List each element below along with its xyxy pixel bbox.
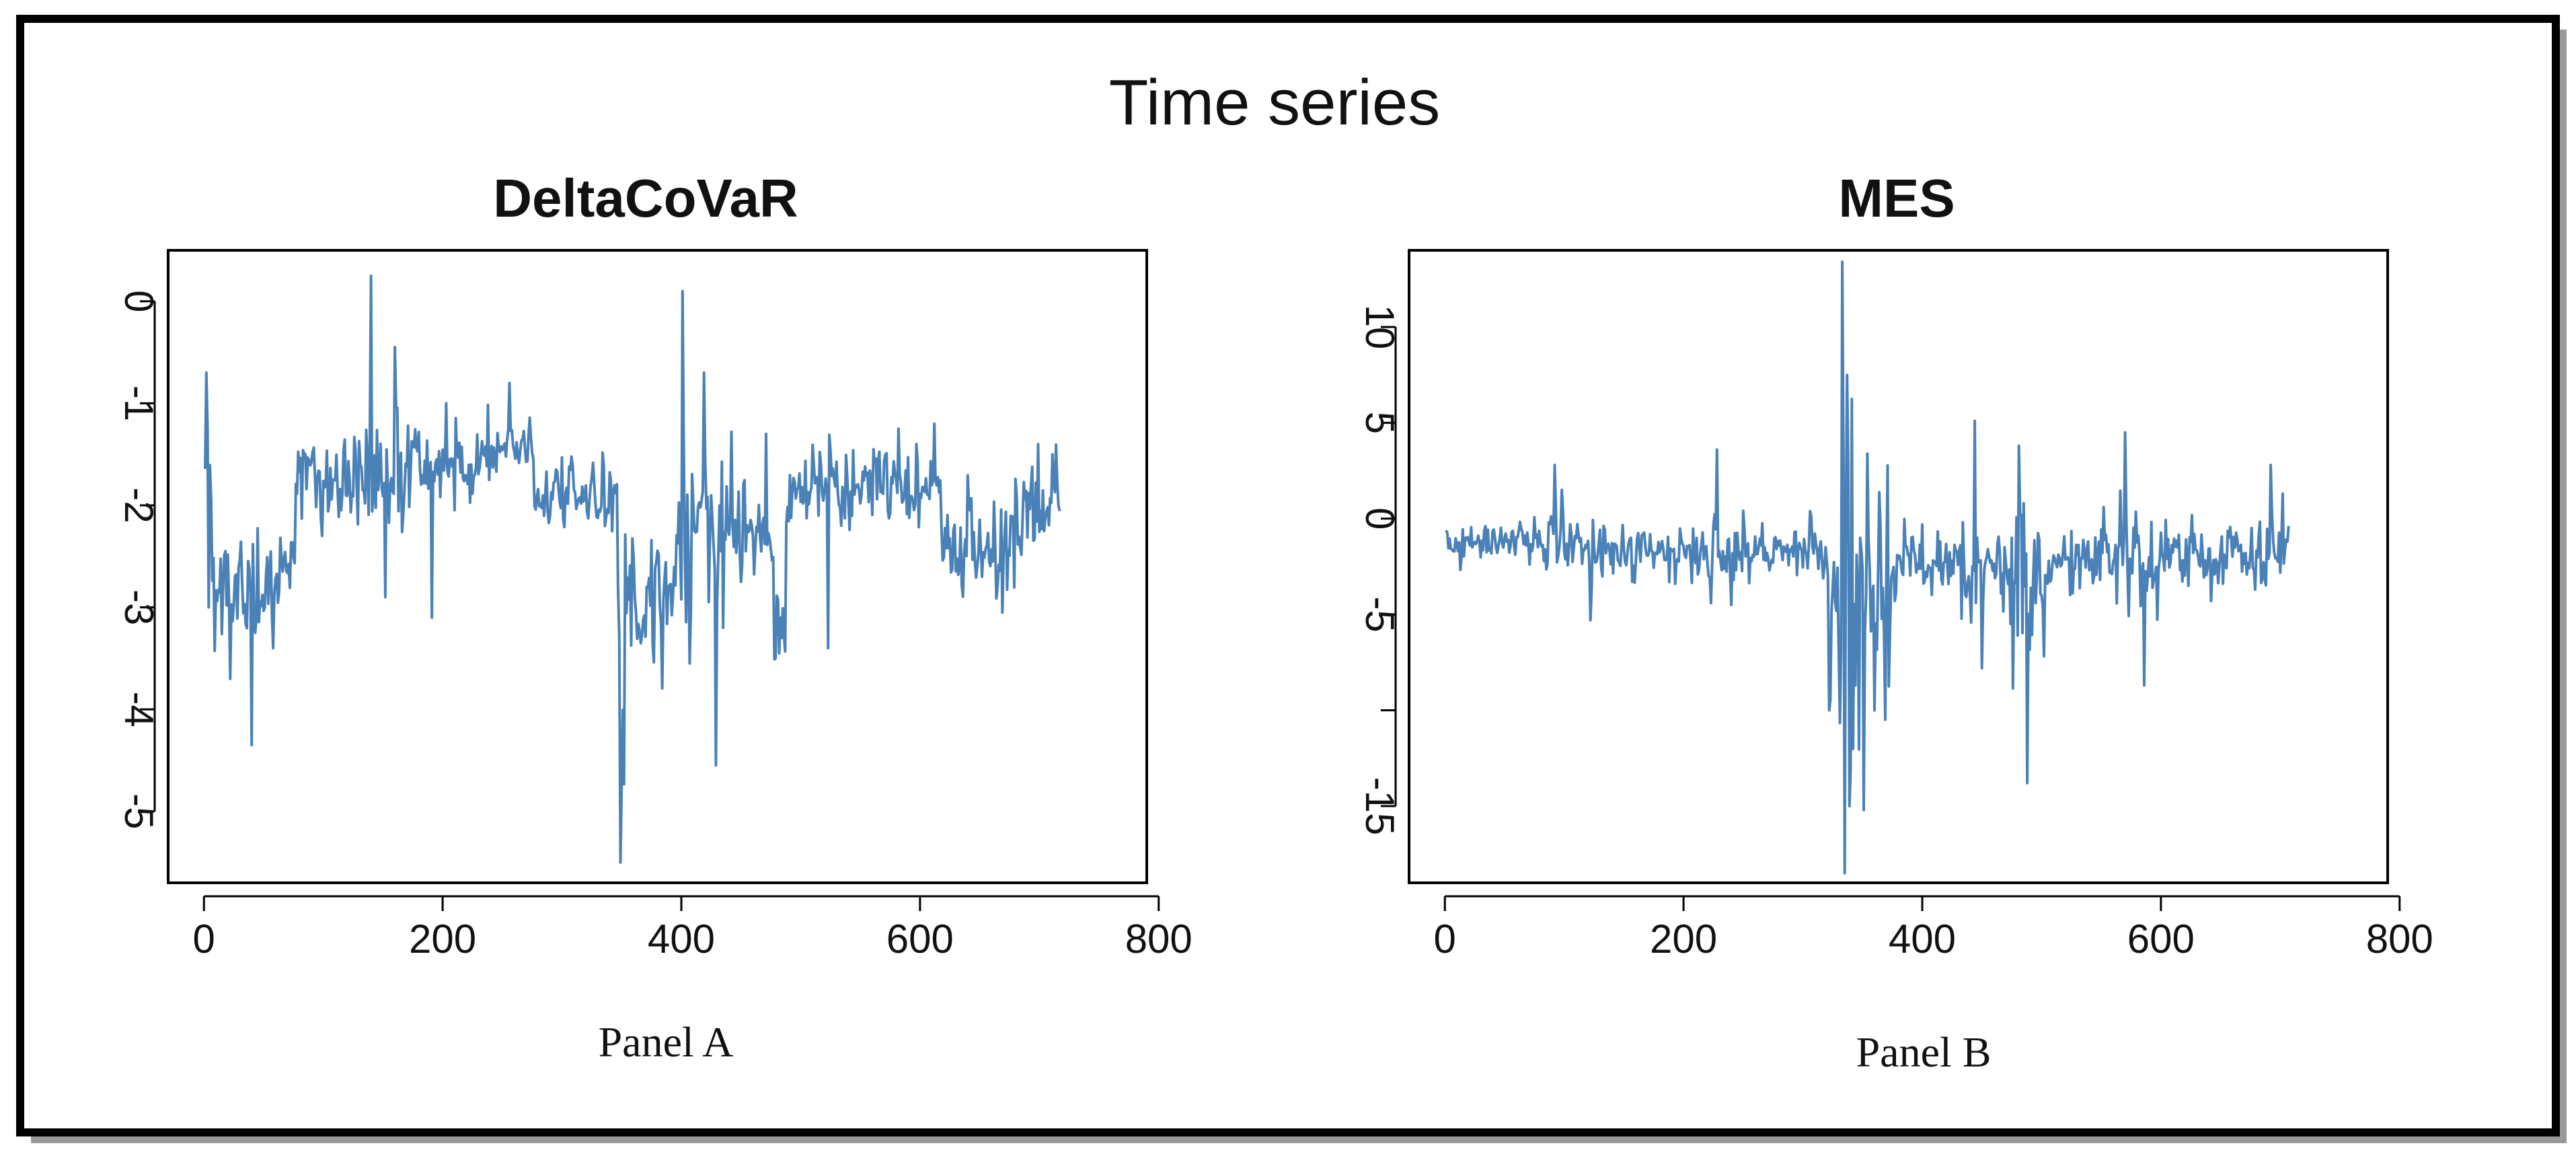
panel-b-title: MES [1838, 168, 1955, 228]
panel-b-y-tick-label: 0 [1357, 507, 1402, 530]
panel-b-x-tick-label: 200 [1650, 916, 1717, 962]
panel-a-x-tick-label: 0 [193, 916, 215, 962]
panel-b-plot-frame [1408, 249, 2389, 884]
panel-a-chart: DeltaCoVaR 0 200 400 600 800 0 -1 -2 -3 -4 -5 Pan… [116, 168, 1192, 1066]
panel-a-y-tick-label: 0 [116, 290, 161, 312]
panel-a-series-line [204, 274, 1061, 864]
panel-a-title: DeltaCoVaR [493, 168, 798, 228]
figure-title: Time series [1109, 67, 1441, 139]
panel-a-x-tick-label: 800 [1125, 916, 1192, 962]
panel-a-y-tick-label: -3 [116, 589, 161, 625]
panel-b-y-tick-label: -5 [1357, 597, 1402, 632]
panel-a-x-tick-label: 600 [886, 916, 954, 962]
panel-b-x-tick-label: 0 [1434, 916, 1456, 962]
panel-b-x-tick-label: 800 [2366, 916, 2433, 962]
panel-a-y-tick-label: -5 [116, 793, 161, 829]
panel-b-series-line [1445, 260, 2290, 875]
panel-a-y-tick-label: -2 [116, 487, 161, 523]
panel-b-x-tick-label: 600 [2127, 916, 2195, 962]
panel-b-y-axis: 10 5 0 -5 -15 [1357, 305, 1402, 836]
panel-a-x-axis: 0 200 400 600 800 [193, 895, 1192, 962]
panel-a-plot-frame [167, 249, 1148, 884]
panel-b-series [1445, 260, 2290, 875]
panel-b-y-tick-label: 10 [1357, 305, 1402, 350]
panel-b-caption: Panel B [1856, 1028, 1992, 1076]
panel-a-x-tick-label: 400 [648, 916, 715, 962]
figure-frame [16, 15, 2560, 1136]
panel-a-y-tick-label: -1 [116, 386, 161, 421]
panel-a-y-tick-label: -4 [116, 692, 161, 727]
panel-b-x-axis: 0 200 400 600 800 [1434, 895, 2433, 962]
panel-b-y-tick-label: 5 [1357, 412, 1402, 434]
panel-a-y-axis: 0 -1 -2 -3 -4 -5 [116, 290, 161, 829]
panel-b-chart: MES 0 200 400 600 800 10 5 0 -5 -15 Panel B [1357, 168, 2433, 1076]
panel-b-y-tick-label: -15 [1357, 777, 1402, 836]
panel-a-series [204, 274, 1061, 864]
panel-a-caption: Panel A [599, 1018, 734, 1066]
panel-a-x-tick-label: 200 [409, 916, 476, 962]
panel-b-x-tick-label: 400 [1889, 916, 1956, 962]
